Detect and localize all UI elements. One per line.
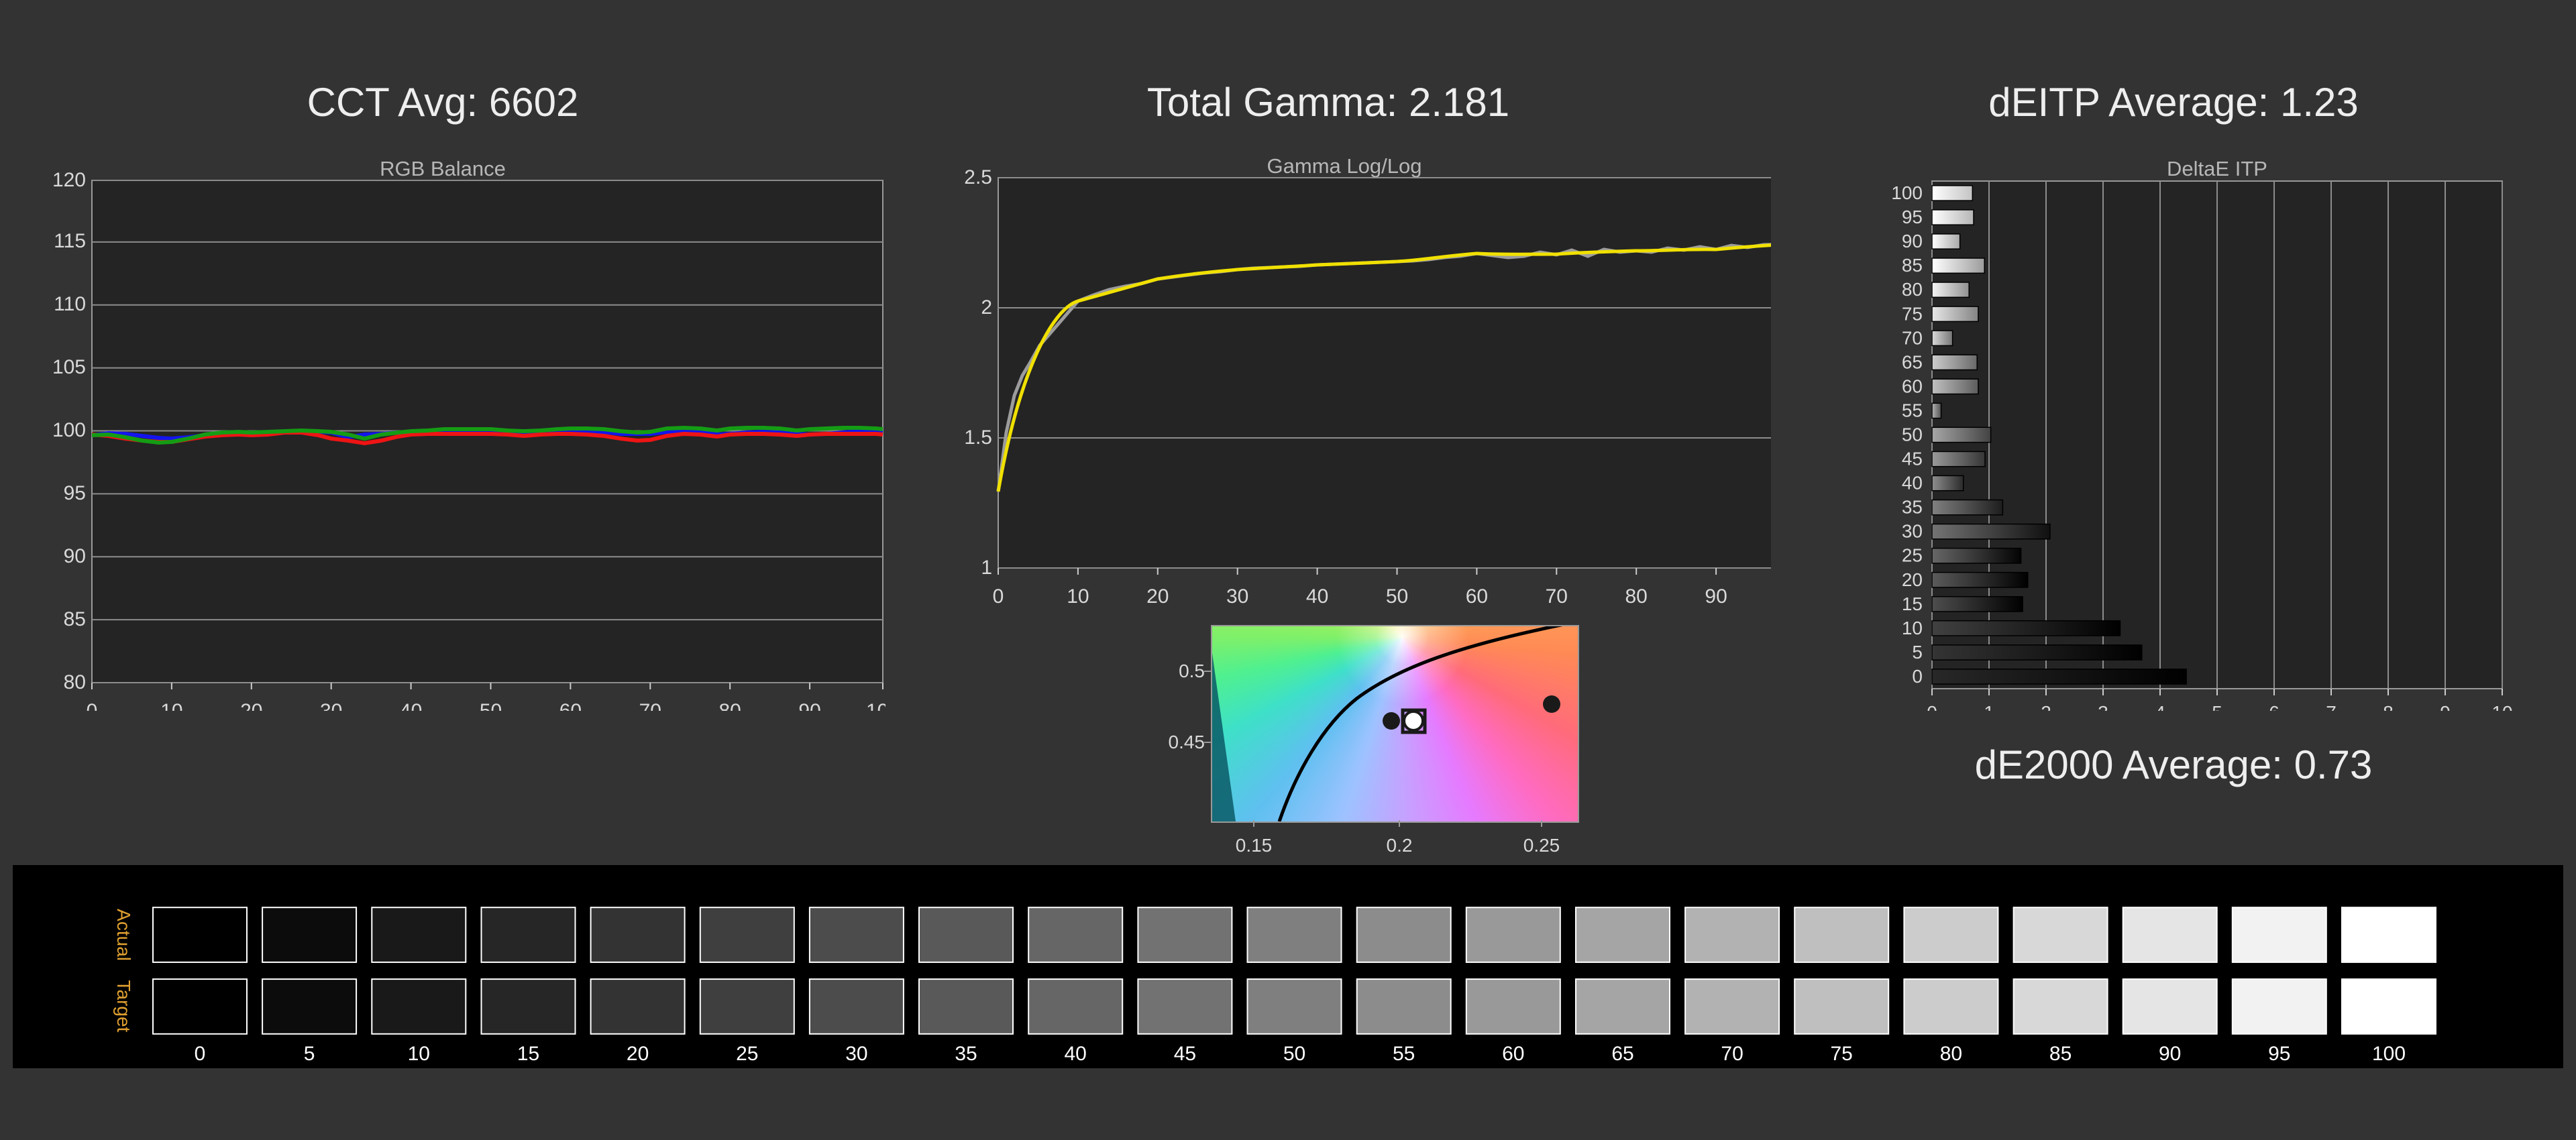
svg-text:10: 10	[408, 1043, 430, 1065]
svg-text:60: 60	[559, 700, 582, 711]
svg-text:20: 20	[627, 1043, 649, 1065]
svg-text:100: 100	[866, 700, 885, 711]
svg-text:0.2: 0.2	[1387, 835, 1413, 856]
svg-text:10: 10	[160, 700, 182, 711]
svg-text:2: 2	[2041, 702, 2051, 711]
svg-text:20: 20	[1902, 569, 1923, 590]
svg-text:100: 100	[52, 419, 86, 441]
svg-text:2.5: 2.5	[964, 166, 992, 188]
svg-text:50: 50	[1283, 1043, 1305, 1065]
svg-text:60: 60	[1466, 585, 1488, 604]
svg-text:5: 5	[304, 1043, 315, 1065]
svg-text:8: 8	[2383, 702, 2394, 711]
svg-text:9: 9	[2440, 702, 2451, 711]
svg-text:4: 4	[2155, 702, 2165, 711]
svg-text:45: 45	[1174, 1043, 1196, 1065]
svg-text:90: 90	[1705, 585, 1727, 604]
svg-text:20: 20	[1146, 585, 1169, 604]
svg-text:80: 80	[719, 700, 741, 711]
svg-text:0: 0	[993, 585, 1004, 604]
svg-text:0: 0	[195, 1043, 206, 1065]
svg-text:1: 1	[981, 557, 992, 579]
svg-text:80: 80	[1625, 585, 1648, 604]
svg-text:95: 95	[64, 482, 86, 504]
svg-text:90: 90	[2159, 1043, 2181, 1065]
svg-text:6: 6	[2269, 702, 2279, 711]
svg-text:35: 35	[955, 1043, 977, 1065]
svg-text:RGB Balance: RGB Balance	[380, 157, 506, 180]
svg-text:DeltaE ITP: DeltaE ITP	[2167, 157, 2267, 180]
svg-text:100: 100	[1891, 182, 1923, 203]
svg-text:55: 55	[1902, 400, 1923, 421]
svg-text:95: 95	[1902, 207, 1923, 227]
svg-text:80: 80	[64, 671, 86, 693]
svg-text:10: 10	[1067, 585, 1089, 604]
svg-text:75: 75	[1831, 1043, 1853, 1065]
svg-text:5: 5	[1912, 642, 1923, 663]
svg-text:15: 15	[1902, 593, 1923, 614]
svg-text:25: 25	[1902, 545, 1923, 566]
svg-text:1: 1	[1984, 702, 1994, 711]
svg-text:85: 85	[2049, 1043, 2072, 1065]
svg-text:50: 50	[1902, 424, 1923, 445]
svg-text:1.5: 1.5	[964, 426, 992, 449]
svg-text:45: 45	[1902, 449, 1923, 469]
svg-text:35: 35	[1902, 497, 1923, 518]
svg-text:70: 70	[1902, 327, 1923, 348]
svg-text:60: 60	[1902, 376, 1923, 396]
svg-text:2: 2	[981, 296, 992, 319]
svg-text:0.15: 0.15	[1236, 835, 1273, 856]
svg-text:80: 80	[1940, 1043, 1962, 1065]
svg-text:30: 30	[320, 700, 342, 711]
svg-text:90: 90	[798, 700, 820, 711]
svg-text:75: 75	[1902, 303, 1923, 324]
svg-text:85: 85	[1902, 255, 1923, 276]
svg-text:40: 40	[1306, 585, 1328, 604]
svg-text:30: 30	[1902, 521, 1923, 542]
svg-text:20: 20	[240, 700, 262, 711]
svg-text:7: 7	[2326, 702, 2337, 711]
svg-text:25: 25	[736, 1043, 758, 1065]
svg-text:Gamma Log/Log: Gamma Log/Log	[1267, 154, 1422, 178]
svg-text:85: 85	[64, 608, 86, 630]
svg-text:Actual: Actual	[113, 909, 134, 961]
svg-text:15: 15	[517, 1043, 539, 1065]
svg-text:0: 0	[87, 700, 98, 711]
svg-text:5: 5	[2212, 702, 2222, 711]
svg-text:95: 95	[2268, 1043, 2290, 1065]
svg-text:115: 115	[54, 230, 86, 252]
svg-text:90: 90	[64, 545, 86, 567]
svg-text:Target: Target	[113, 980, 134, 1032]
svg-text:65: 65	[1902, 351, 1923, 372]
svg-text:0.25: 0.25	[1523, 835, 1560, 856]
svg-text:50: 50	[1386, 585, 1408, 604]
svg-text:0: 0	[1927, 702, 1937, 711]
svg-text:30: 30	[845, 1043, 867, 1065]
svg-text:60: 60	[1502, 1043, 1524, 1065]
svg-text:40: 40	[1065, 1043, 1087, 1065]
svg-text:65: 65	[1611, 1043, 1633, 1065]
svg-text:70: 70	[1721, 1043, 1743, 1065]
svg-text:0.45: 0.45	[1169, 732, 1205, 752]
svg-text:3: 3	[2098, 702, 2108, 711]
svg-text:70: 70	[1546, 585, 1568, 604]
svg-text:0.5: 0.5	[1179, 661, 1205, 681]
svg-text:10: 10	[2491, 702, 2512, 711]
svg-text:100: 100	[2372, 1043, 2406, 1065]
svg-text:80: 80	[1902, 279, 1923, 300]
svg-text:50: 50	[480, 700, 502, 711]
svg-text:0: 0	[1912, 666, 1923, 687]
svg-text:110: 110	[54, 293, 86, 315]
svg-text:105: 105	[52, 356, 86, 378]
svg-text:70: 70	[639, 700, 661, 711]
svg-text:10: 10	[1902, 618, 1923, 638]
svg-text:90: 90	[1902, 231, 1923, 251]
svg-text:40: 40	[400, 700, 422, 711]
svg-text:120: 120	[52, 169, 86, 191]
svg-text:40: 40	[1902, 473, 1923, 494]
svg-text:30: 30	[1226, 585, 1248, 604]
svg-text:55: 55	[1393, 1043, 1415, 1065]
